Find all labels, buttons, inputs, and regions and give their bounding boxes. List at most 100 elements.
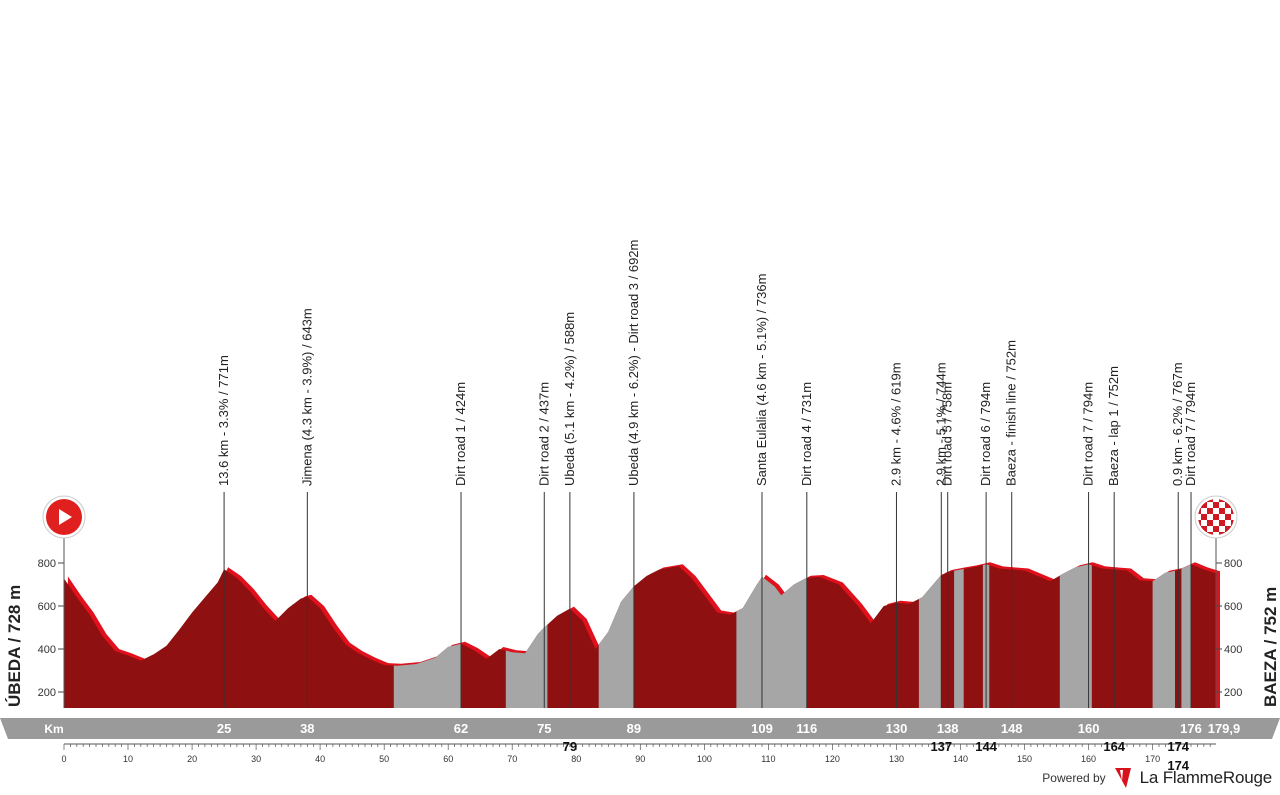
checker-cell — [1231, 514, 1234, 520]
unpaved-sector — [1152, 564, 1175, 708]
km-marker-label: 38 — [300, 721, 314, 736]
unpaved-sector — [393, 564, 461, 708]
start-location-label: ÚBEDA / 728 m — [5, 585, 24, 707]
brand-name: La FlammeRouge — [1139, 768, 1273, 787]
x-tick-label: 70 — [507, 754, 517, 764]
y-tick-label-right: 600 — [1224, 601, 1242, 613]
checker-cell — [1201, 508, 1207, 514]
waypoint-label: Ubeda (4.9 km - 6.2%) - Dirt road 3 / 69… — [626, 240, 641, 486]
checker-cell — [1219, 526, 1225, 532]
checker-cell — [1213, 532, 1219, 535]
waypoint-label: 2.9 km - 5.1% / 744m — [933, 362, 948, 486]
unpaved-sector — [954, 564, 964, 708]
checker-cell — [1225, 502, 1231, 508]
checker-cell — [1207, 520, 1213, 526]
waypoint-label: Dirt road 2 / 437m — [536, 382, 551, 486]
x-tick-label: 100 — [697, 754, 712, 764]
checker-cell — [1198, 532, 1201, 535]
x-tick-label: 20 — [187, 754, 197, 764]
km-marker-label: 174 — [1167, 739, 1189, 754]
checker-cell — [1201, 520, 1207, 526]
y-tick-label-left: 400 — [38, 644, 56, 656]
checker-cell — [1207, 532, 1213, 535]
km-bar — [0, 718, 1280, 739]
checker-cell — [1213, 514, 1219, 520]
branding: Powered by La FlammeRouge — [1042, 765, 1272, 791]
checker-cell — [1198, 514, 1201, 520]
checker-cell — [1225, 508, 1231, 514]
km-marker-label: 62 — [454, 721, 468, 736]
km-marker-label: 174 — [1167, 758, 1189, 773]
play-icon — [59, 509, 72, 525]
unpaved-sector — [598, 564, 634, 708]
waypoint-label: Dirt road 7 / 794m — [1183, 382, 1198, 486]
unpaved-sector — [736, 564, 807, 708]
checker-cell — [1219, 502, 1225, 508]
km-marker-label: 79 — [563, 739, 577, 754]
checker-cell — [1213, 508, 1219, 514]
checker-cell — [1231, 520, 1234, 526]
checker-cell — [1219, 499, 1225, 502]
x-tick-label: 80 — [571, 754, 581, 764]
y-tick-label-right: 800 — [1224, 558, 1242, 570]
unpaved-sector — [1181, 564, 1191, 708]
checker-cell — [1198, 499, 1201, 502]
x-tick-label: 90 — [635, 754, 645, 764]
waypoint-label: 13.6 km - 3.3% / 771m — [216, 355, 231, 486]
waypoint-label: Dirt road 5 / 758m — [940, 382, 955, 486]
km-marker-label: 164 — [1103, 739, 1125, 754]
checker-cell — [1225, 514, 1231, 520]
checker-cell — [1219, 532, 1225, 535]
y-tick-label-left: 800 — [38, 558, 56, 570]
checker-cell — [1231, 532, 1234, 535]
checker-cell — [1219, 520, 1225, 526]
checker-cell — [1225, 520, 1231, 526]
km-marker-label: 176 — [1180, 721, 1202, 736]
km-marker-label: 160 — [1078, 721, 1100, 736]
km-marker-label: 25 — [217, 721, 231, 736]
checker-cell — [1198, 520, 1201, 526]
checker-cell — [1201, 526, 1207, 532]
powered-by-label: Powered by — [1042, 771, 1106, 785]
x-tick-label: 30 — [251, 754, 261, 764]
unpaved-sector — [918, 564, 942, 708]
km-marker-label: 138 — [937, 721, 959, 736]
x-tick-label: 40 — [315, 754, 325, 764]
checker-cell — [1219, 514, 1225, 520]
waypoint-label: Ubeda (5.1 km - 4.2%) / 588m — [562, 312, 577, 486]
x-tick-label: 130 — [889, 754, 904, 764]
checker-cell — [1207, 526, 1213, 532]
y-tick-label-right: 400 — [1224, 644, 1242, 656]
checker-cell — [1207, 499, 1213, 502]
checker-cell — [1213, 526, 1219, 532]
km-marker-label: 179,9 — [1208, 721, 1241, 736]
checker-cell — [1231, 499, 1234, 502]
x-tick-label: 60 — [443, 754, 453, 764]
waypoint-label: Dirt road 1 / 424m — [453, 382, 468, 486]
waypoint-label: 0.9 km - 6.2% / 767m — [1170, 362, 1185, 486]
checker-cell — [1207, 514, 1213, 520]
waypoint-label: Jimena (4.3 km - 3.9%) / 643m — [299, 308, 314, 486]
km-marker-label: 116 — [796, 721, 817, 736]
unpaved-sector — [1059, 564, 1092, 708]
x-tick-label: 50 — [379, 754, 389, 764]
checker-cell — [1213, 502, 1219, 508]
km-axis-label: Km — [44, 722, 63, 736]
unpaved-sector — [505, 564, 548, 708]
checker-cell — [1207, 508, 1213, 514]
km-marker-label: 137 — [930, 739, 952, 754]
profile-area — [64, 564, 1216, 708]
x-tick-label: 170 — [1145, 754, 1160, 764]
waypoint-label: 2.9 km - 4.6% / 619m — [889, 362, 904, 486]
waypoint-label: Dirt road 7 / 794m — [1081, 382, 1096, 486]
x-tick-label: 10 — [123, 754, 133, 764]
checker-cell — [1201, 514, 1207, 520]
checker-cell — [1207, 502, 1213, 508]
finish-location-label: BAEZA / 752 m — [1261, 587, 1280, 707]
checker-cell — [1201, 502, 1207, 508]
flamme-rouge-logo-icon — [1114, 768, 1131, 788]
checker-cell — [1231, 508, 1234, 514]
checker-cell — [1213, 520, 1219, 526]
